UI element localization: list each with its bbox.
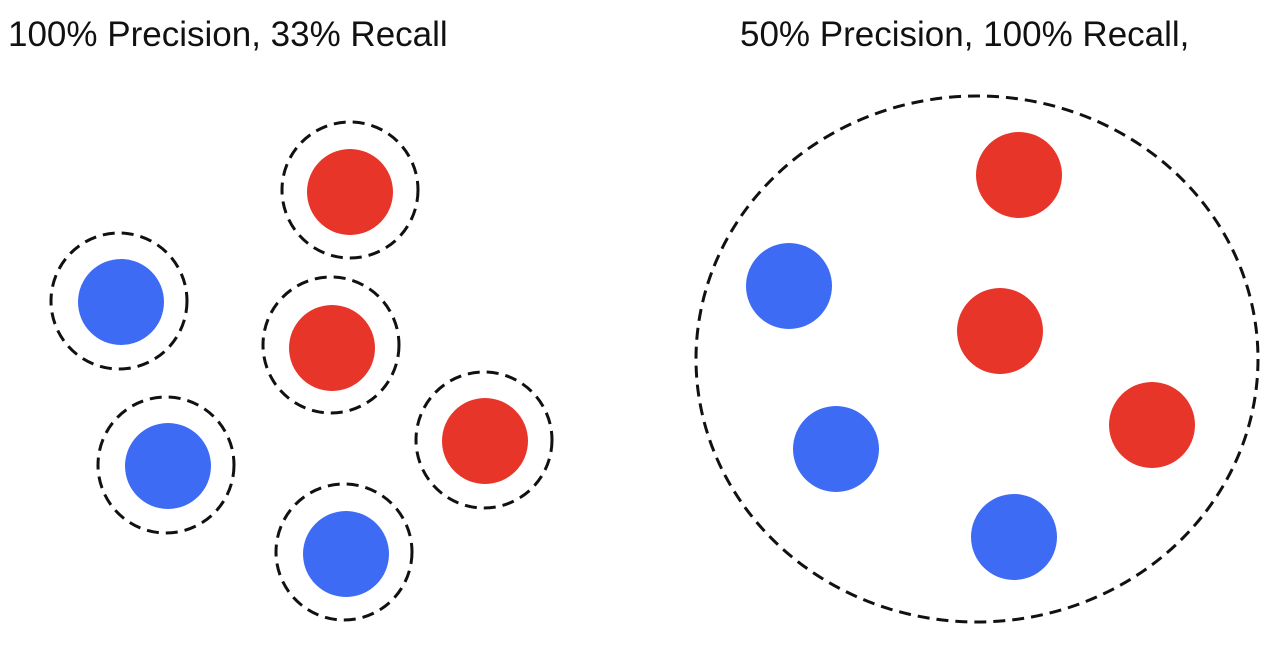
- selection-ring: [414, 370, 554, 510]
- red-dot: [442, 398, 528, 484]
- right-panel-title: 50% Precision, 100% Recall,: [740, 15, 1190, 54]
- blue-dot: [746, 243, 832, 329]
- selection-ring: [280, 120, 420, 260]
- blue-dot: [78, 259, 164, 345]
- selection-ring: [96, 395, 236, 535]
- blue-dot: [125, 423, 211, 509]
- red-dot: [976, 132, 1062, 218]
- red-dot: [289, 305, 375, 391]
- left-panel-title: 100% Precision, 33% Recall: [8, 15, 448, 54]
- selection-ring: [49, 231, 189, 371]
- selection-ring: [274, 482, 414, 622]
- left-panel: [49, 120, 554, 622]
- red-dot: [957, 288, 1043, 374]
- blue-dot: [971, 494, 1057, 580]
- selection-ring: [261, 275, 401, 415]
- red-dot: [1109, 382, 1195, 468]
- selection-ellipse: [694, 94, 1260, 624]
- blue-dot: [303, 511, 389, 597]
- red-dot: [307, 149, 393, 235]
- blue-dot: [793, 406, 879, 492]
- right-panel: [694, 94, 1260, 624]
